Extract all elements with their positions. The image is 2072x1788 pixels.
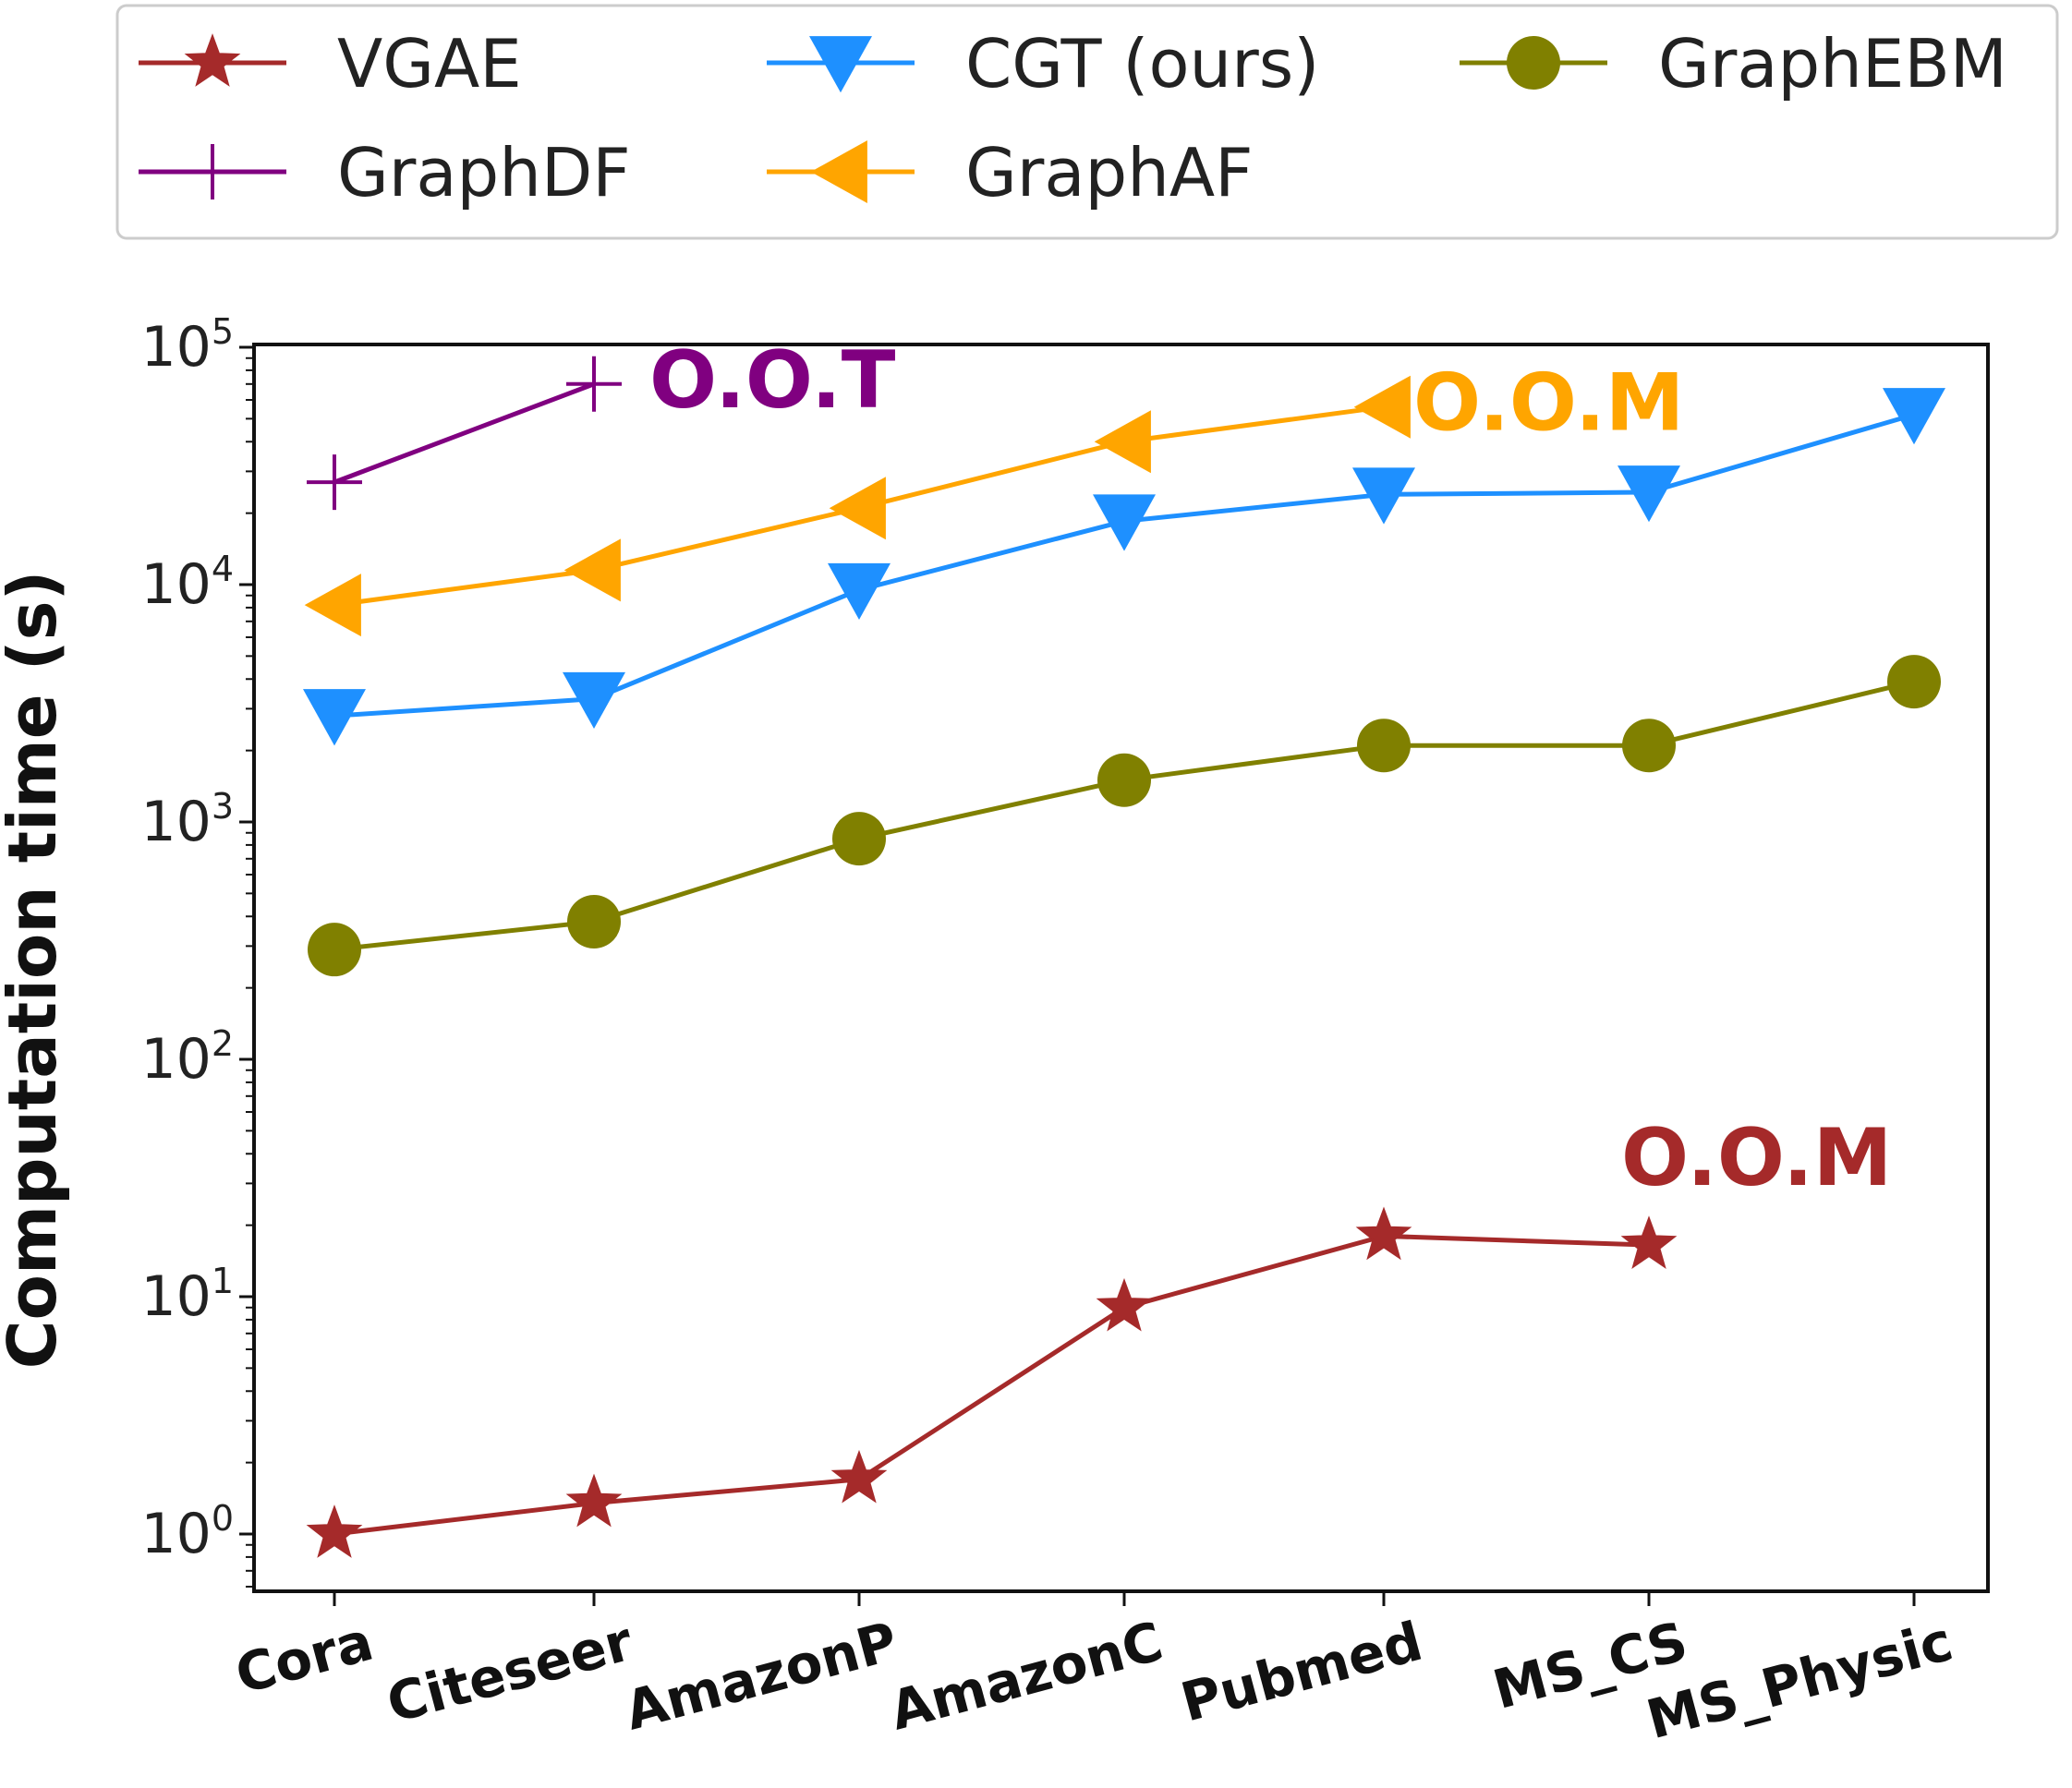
data-point-vgae [1620, 1215, 1678, 1269]
legend-item-cgt-ours: CGT (ours) [767, 25, 1319, 103]
x-tick-label-citeseer: Citeseer [381, 1610, 639, 1735]
legend-label-cgt-ours: CGT (ours) [965, 25, 1319, 103]
axes-frame [252, 343, 1990, 1593]
x-tick-label-ms-physic: MS_Physic [1641, 1610, 1959, 1751]
data-point-graphebm [1097, 753, 1151, 807]
annotation-o-o-t-graphdf: O.O.T [649, 334, 896, 427]
data-point-cgt-ours [1618, 465, 1680, 523]
data-point-cgt-ours [1093, 494, 1156, 551]
legend-marker-graphaf [810, 140, 867, 203]
legend-label-vgae: VGAE [337, 25, 522, 103]
data-point-graphaf [563, 538, 621, 602]
series-line-graphdf [333, 381, 595, 485]
legend-marker-graphebm [1507, 36, 1560, 90]
data-point-vgae [565, 1473, 623, 1528]
data-point-cgt-ours [303, 689, 366, 746]
data-point-graphebm [832, 812, 886, 866]
data-point-graphaf [1353, 375, 1411, 439]
data-point-graphaf [829, 477, 886, 540]
data-point-vgae [1355, 1206, 1412, 1261]
x-tick-label-pubmed: Pubmed [1174, 1610, 1428, 1734]
legend-label-graphaf: GraphAF [965, 134, 1254, 211]
data-point-graphdf [566, 356, 622, 412]
y-tick-label: 104 [140, 549, 234, 617]
legend-label-graphdf: GraphDF [337, 134, 631, 211]
data-point-vgae [1096, 1277, 1153, 1332]
data-point-cgt-ours [1883, 388, 1945, 445]
legend-item-graphebm: GraphEBM [1460, 25, 2007, 103]
x-tick-label-cora: Cora [229, 1610, 380, 1707]
legend-marker-graphdf [185, 144, 240, 199]
data-point-graphebm [567, 894, 621, 948]
data-point-cgt-ours [563, 671, 625, 730]
data-point-vgae [830, 1449, 888, 1504]
series-line-cgt-ours [333, 412, 1915, 719]
annotation-o-o-m-graphaf: O.O.M [1413, 357, 1684, 450]
data-point-cgt-ours [1352, 467, 1415, 525]
data-point-graphebm [1357, 719, 1411, 773]
legend-item-vgae: VGAE [139, 25, 522, 103]
data-point-cgt-ours [828, 562, 891, 621]
annotation-o-o-m-vgae: O.O.M [1621, 1112, 1892, 1204]
data-point-graphebm [1887, 655, 1941, 709]
y-axis-label: Computation time (s) [0, 571, 71, 1370]
data-point-vgae [306, 1504, 363, 1558]
x-tick-label-amazonp: AmazonP [618, 1610, 903, 1743]
legend-item-graphaf: GraphAF [767, 134, 1254, 211]
x-tick-label-amazonc: AmazonC [883, 1610, 1169, 1743]
legend-marker-cgt-ours [809, 36, 872, 93]
y-tick-label: 103 [140, 786, 234, 854]
series-line-vgae [333, 1233, 1650, 1537]
data-point-graphebm [308, 923, 361, 977]
legend: VGAE GraphDF CGT (ours) GraphAF GraphEBM [115, 4, 2059, 240]
plot-area: 100 101 102 103 104 105 Cora CiteseerAmazonPAm… [140, 311, 1990, 1751]
y-tick-label: 105 [140, 311, 234, 380]
legend-label-graphebm: GraphEBM [1658, 25, 2007, 103]
legend-marker-vgae [184, 33, 241, 87]
data-point-graphaf [1094, 410, 1151, 474]
y-tick-label: 101 [140, 1261, 234, 1329]
data-point-graphebm [1622, 719, 1676, 773]
data-point-graphdf [307, 454, 362, 511]
legend-item-graphdf: GraphDF [139, 134, 631, 211]
data-point-graphaf [304, 574, 361, 637]
y-tick-label: 100 [140, 1498, 234, 1566]
y-tick-label: 102 [140, 1023, 234, 1092]
